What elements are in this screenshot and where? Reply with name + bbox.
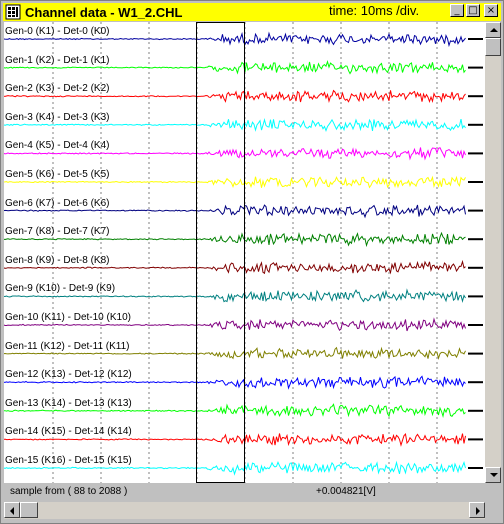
- channel-label: Gen-12 (K13) - Det-12 (K12): [5, 369, 132, 381]
- channel-waveform: [4, 31, 466, 48]
- channel-label: Gen-15 (K16) - Det-15 (K15): [5, 455, 132, 466]
- channel-waveform: [4, 147, 466, 161]
- arrow-left-icon: [10, 507, 14, 515]
- cursor-value: +0.004821[V]: [316, 486, 376, 497]
- arrow-up-icon: [490, 28, 498, 32]
- channel-waveform: [4, 118, 466, 133]
- channel-waveform: [4, 346, 466, 360]
- channel-label: Gen-6 (K7) - Det-6 (K6): [5, 197, 110, 209]
- channel-waveform: [4, 317, 466, 332]
- minimize-button[interactable]: _: [450, 4, 464, 17]
- sample-range: sample from ( 88 to 2088 ): [10, 486, 128, 497]
- channel-label: Gen-8 (K9) - Det-8 (K8): [5, 254, 110, 266]
- channel-label: Gen-13 (K14) - Det-13 (K13): [5, 397, 132, 409]
- channel-label: Gen-1 (K2) - Det-1 (K1): [5, 54, 110, 66]
- scroll-left-button[interactable]: [4, 502, 20, 518]
- scroll-down-button[interactable]: [485, 467, 501, 483]
- channel-plot-area[interactable]: Gen-0 (K1) - Det-0 (K0) Gen-1 (K2) - Det-…: [4, 22, 485, 483]
- channel-waveform: [4, 460, 466, 476]
- arrow-down-icon: [490, 473, 498, 477]
- scroll-up-button[interactable]: [485, 22, 501, 38]
- channel-label: Gen-5 (K6) - Det-5 (K5): [5, 169, 110, 180]
- channel-waveform: [4, 403, 466, 419]
- horizontal-scroll-thumb[interactable]: [20, 502, 38, 518]
- status-bar: sample from ( 88 to 2088 ) +0.004821[V]: [4, 484, 485, 500]
- channel-waveform: [4, 175, 466, 189]
- channel-waveform: [4, 375, 466, 390]
- channel-label: Gen-3 (K4) - Det-3 (K3): [5, 111, 110, 123]
- channel-waveform: [4, 59, 466, 75]
- app-icon[interactable]: [5, 4, 21, 20]
- channel-waveform: [4, 433, 466, 447]
- channel-waveform: [4, 204, 466, 219]
- channel-label: Gen-10 (K11) - Det-10 (K10): [5, 312, 131, 323]
- channel-label: Gen-4 (K5) - Det-4 (K4): [5, 140, 110, 152]
- channel-label: Gen-2 (K3) - Det-2 (K2): [5, 83, 110, 95]
- scroll-right-button[interactable]: [469, 502, 485, 518]
- channel-waveform: [4, 288, 466, 304]
- vertical-scrollbar[interactable]: [485, 22, 501, 483]
- time-per-division: time: 10ms /div.: [329, 3, 420, 18]
- maximize-button[interactable]: □: [466, 4, 480, 17]
- channel-label: Gen-9 (K10) - Det-9 (K9): [5, 283, 116, 295]
- arrow-right-icon: [476, 507, 480, 515]
- close-button[interactable]: ×: [484, 4, 498, 17]
- window-title: Channel data - W1_2.CHL: [25, 4, 183, 20]
- channel-label: Gen-11 (K12) - Det-11 (K11): [5, 340, 130, 352]
- scroll-corner: [485, 484, 501, 519]
- channel-label: Gen-14 (K15) - Det-14 (K14): [5, 426, 132, 438]
- vertical-scroll-thumb[interactable]: [485, 38, 501, 56]
- selection-window[interactable]: [196, 22, 245, 483]
- channel-waveform: [4, 89, 466, 104]
- channel-waveform: [4, 259, 466, 275]
- horizontal-scrollbar[interactable]: [4, 502, 485, 519]
- channel-waveform: [4, 231, 466, 248]
- channel-label: Gen-0 (K1) - Det-0 (K0): [5, 26, 110, 37]
- channel-label: Gen-7 (K8) - Det-7 (K7): [5, 226, 110, 238]
- title-bar[interactable]: Channel data - W1_2.CHL: [3, 3, 501, 21]
- waveform-canvas: [4, 22, 483, 483]
